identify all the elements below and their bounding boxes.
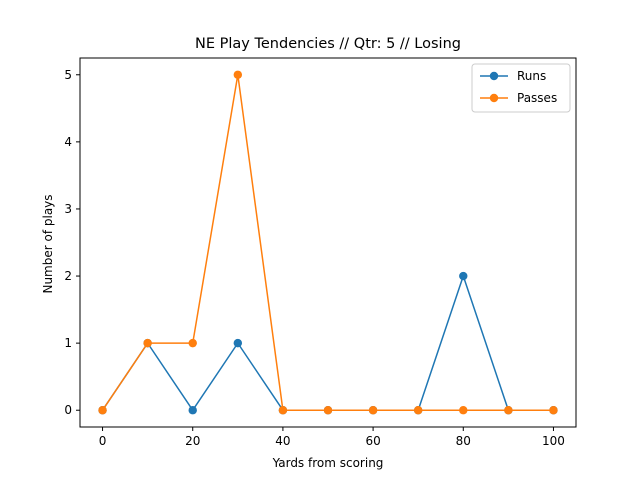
legend-label-runs: Runs [517, 69, 546, 83]
data-point-runs [188, 406, 197, 415]
y-tick-label: 4 [64, 135, 72, 149]
x-tick-label: 60 [365, 434, 380, 448]
data-point-passes [188, 338, 197, 348]
x-tick-label: 100 [542, 434, 565, 448]
data-point-passes [233, 70, 243, 79]
legend-marker-runs [489, 71, 499, 81]
data-point-passes [368, 406, 378, 415]
y-tick-label: 1 [64, 336, 72, 350]
x-tick-label: 0 [99, 434, 107, 448]
y-tick-label: 5 [64, 68, 72, 82]
chart-title: NE Play Tendencies // Qtr: 5 // Losing [195, 36, 461, 52]
data-point-runs [459, 271, 468, 281]
plot-area: 0 20 40 60 80 100 0 1 2 3 4 5 Runs Passes [64, 57, 577, 448]
x-tick-label: 40 [275, 434, 290, 448]
x-tick-label: 80 [456, 434, 471, 448]
data-point-passes [143, 338, 152, 348]
y-tick-label: 2 [64, 269, 72, 283]
legend-marker-passes [489, 93, 499, 103]
y-axis-label: Number of plays [41, 194, 55, 293]
data-point-passes [459, 406, 468, 415]
data-point-passes [413, 406, 423, 415]
x-tick-label: 20 [185, 434, 200, 448]
data-point-passes [278, 406, 288, 415]
y-tick-label: 3 [64, 202, 72, 216]
legend-label-passes: Passes [517, 91, 557, 105]
y-tick-label: 0 [64, 403, 72, 417]
x-axis-label: Yards from scoring [272, 456, 384, 470]
data-point-passes [549, 406, 558, 415]
axes-frame [79, 57, 577, 428]
data-point-passes [504, 406, 513, 415]
data-point-passes [323, 406, 333, 415]
data-point-runs [233, 338, 243, 348]
data-point-passes [98, 406, 107, 415]
